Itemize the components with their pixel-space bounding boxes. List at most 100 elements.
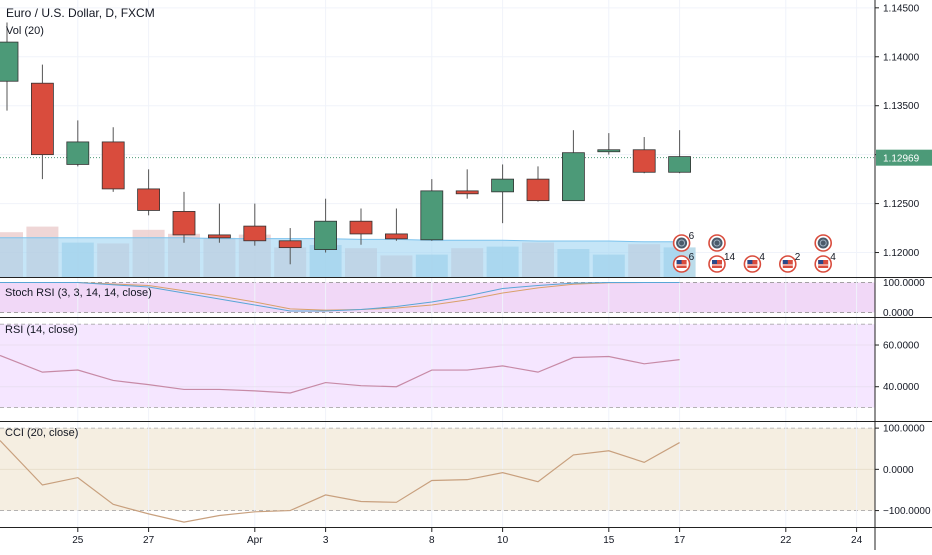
candle-body — [0, 41, 19, 82]
stoch-k-line — [0, 282, 680, 312]
earth-icon-grid — [713, 239, 721, 247]
cci-tick-label: 0.0000 — [883, 465, 914, 476]
flag-icon-canton — [818, 260, 824, 264]
event-earth-icon[interactable] — [708, 234, 726, 252]
earth-icon — [817, 237, 829, 249]
event-count: 6 — [689, 252, 695, 263]
candle-body — [632, 149, 656, 173]
candle-body — [66, 141, 90, 165]
candle — [668, 130, 691, 174]
candle — [66, 120, 90, 167]
stoch-d-line — [0, 282, 680, 311]
time-tick-label: 15 — [603, 535, 615, 546]
stoch-band — [0, 282, 875, 313]
rsi-tick-label: 40.0000 — [883, 382, 920, 393]
volume-label: Vol (20) — [6, 25, 44, 37]
candle — [243, 203, 267, 246]
price-tick-label: 1.12500 — [883, 199, 920, 210]
candle — [384, 208, 408, 241]
event-count: 4 — [759, 252, 765, 263]
flag-icon-canton — [747, 260, 753, 264]
earth-icon-grid — [678, 239, 686, 247]
flag-icon-canton — [782, 260, 788, 264]
earth-icon-grid — [819, 239, 827, 247]
candle-body — [172, 211, 196, 236]
candle-body — [491, 178, 515, 193]
price-tick-label: 1.14000 — [883, 52, 920, 63]
event-earth-icon[interactable]: 6 — [672, 231, 695, 252]
price-tick-label: 1.14500 — [883, 3, 920, 14]
event-flag-icon[interactable]: 6 — [672, 252, 695, 273]
last-price-badge — [876, 149, 932, 166]
event-count: 6 — [689, 231, 695, 242]
rsi-line — [0, 354, 680, 394]
candle — [137, 169, 161, 216]
candle — [455, 169, 479, 199]
volume-ma-line — [0, 237, 680, 243]
candle — [491, 164, 515, 224]
candle — [349, 208, 373, 245]
candle-body — [30, 82, 54, 156]
price-tick-label: 1.13500 — [883, 101, 920, 112]
candle-body — [137, 188, 161, 211]
candle — [314, 198, 338, 253]
event-count: 14 — [724, 252, 736, 263]
candle — [597, 133, 621, 155]
event-flag-icon[interactable]: 2 — [778, 252, 801, 273]
stoch-tick-label: 100.0000 — [883, 278, 925, 289]
candle — [420, 179, 444, 241]
cci-tick-label: −100.0000 — [883, 506, 931, 517]
cci-title: CCI (20, close) — [5, 427, 78, 439]
candle-body — [349, 220, 373, 235]
event-earth-icon[interactable] — [814, 234, 833, 252]
price-tick-label: 1.12000 — [883, 248, 920, 259]
candle-body — [314, 220, 338, 250]
event-flag-icon[interactable]: 14 — [708, 252, 736, 273]
candle — [30, 64, 54, 180]
flag-icon-canton — [712, 260, 717, 264]
earth-icon — [676, 237, 688, 249]
time-tick-label: 27 — [143, 535, 155, 546]
rsi-band — [0, 324, 875, 408]
candle — [172, 191, 196, 243]
time-tick-label: Apr — [247, 535, 263, 546]
candle-body — [243, 225, 267, 242]
candle-body — [420, 190, 444, 241]
time-tick-label: 3 — [323, 535, 329, 546]
candle — [278, 228, 302, 265]
time-tick-label: 25 — [72, 535, 84, 546]
rsi-title: RSI (14, close) — [5, 324, 78, 336]
time-tick-label: 22 — [780, 535, 792, 546]
volume-ma-area — [0, 237, 680, 277]
candle-body — [526, 178, 550, 202]
candle — [207, 203, 231, 243]
candle-body — [597, 149, 621, 153]
time-tick-label: 10 — [497, 535, 509, 546]
candle-body — [384, 233, 408, 240]
time-tick-label: 8 — [429, 535, 435, 546]
event-flag-icon[interactable]: 4 — [814, 252, 836, 273]
stoch-rsi-title: Stoch RSI (3, 3, 14, 14, close) — [5, 287, 152, 299]
rsi-tick-label: 60.0000 — [883, 341, 920, 352]
candle-body — [668, 156, 691, 173]
event-count: 2 — [795, 252, 801, 263]
candle — [101, 127, 125, 192]
time-tick-label: 24 — [851, 535, 863, 546]
earth-icon — [711, 237, 723, 249]
candle — [526, 166, 550, 202]
event-count: 4 — [830, 252, 836, 263]
candle — [562, 130, 585, 202]
candle-body — [101, 141, 125, 190]
candle-body — [278, 240, 302, 249]
candle-body — [207, 234, 231, 239]
event-flag-icon[interactable]: 4 — [743, 252, 765, 273]
flag-icon-canton — [676, 260, 682, 264]
cci-line — [0, 440, 680, 523]
candle — [0, 22, 19, 111]
candle-body — [562, 152, 585, 202]
cci-tick-label: 100.0000 — [883, 424, 925, 435]
symbol-title: Euro / U.S. Dollar, D, FXCM — [6, 6, 155, 20]
candle-body — [455, 190, 479, 195]
